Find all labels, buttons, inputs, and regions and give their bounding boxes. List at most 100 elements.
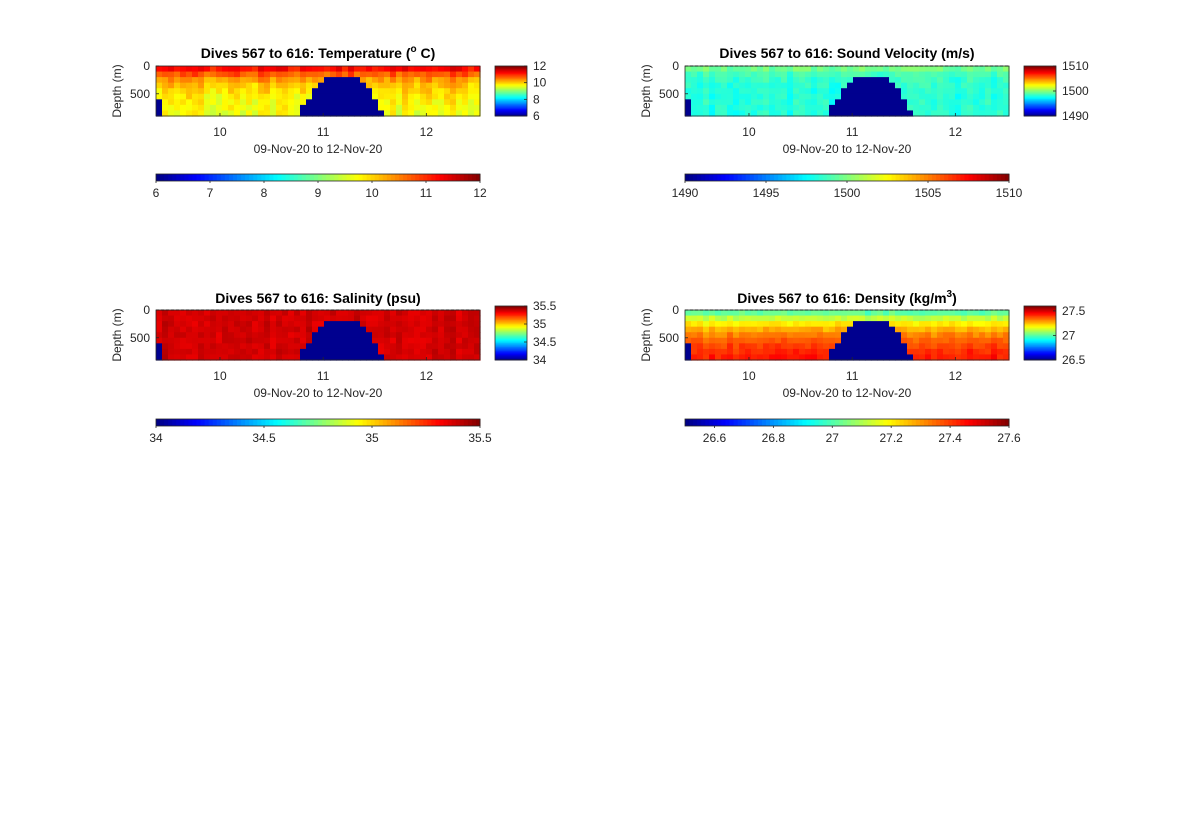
sound-velocity-side-colorbar-label: 1510 [1062, 59, 1089, 73]
density-bottom-colorbar-label: 27.4 [938, 431, 962, 445]
temperature-heatmap-cell [282, 82, 289, 89]
sound-velocity-heatmap-cell [691, 99, 698, 106]
salinity-heatmap-cell [204, 348, 211, 356]
temperature-heatmap-cell [264, 77, 271, 84]
salinity-heatmap-cell [420, 332, 427, 339]
sound-velocity-bottom-colorbar-segment [786, 174, 791, 181]
density-heatmap-cell [919, 354, 926, 361]
density-heatmap-cell [745, 321, 752, 328]
density-heatmap-cell [817, 354, 824, 361]
temperature-side-colorbar-segment [495, 77, 527, 79]
density-heatmap-cell [715, 337, 722, 344]
density-heatmap-cell [991, 332, 998, 339]
sound-velocity-heatmap-cell [853, 99, 860, 106]
density-bottom-colorbar-segment [689, 419, 694, 426]
sound-velocity-heatmap-cell [781, 82, 788, 89]
salinity-bottom-colorbar-segment [164, 419, 169, 426]
salinity-bottom-colorbar-segment [220, 419, 226, 426]
density-heatmap-cell [727, 332, 734, 339]
sound-velocity-bottom-colorbar-segment [729, 174, 735, 181]
temperature-heatmap-cell [354, 77, 361, 84]
salinity-bottom-colorbar-segment [188, 419, 193, 426]
salinity-heatmap-cell [252, 337, 259, 344]
temperature-heatmap-cell [276, 82, 283, 89]
temperature-heatmap-cell [174, 82, 181, 89]
density-heatmap-cell [865, 326, 872, 333]
salinity-heatmap-cell [360, 337, 367, 344]
sound-velocity-side-colorbar-segment [1024, 93, 1056, 96]
salinity-heatmap-cell [300, 310, 307, 317]
salinity-bottom-colorbar-segment [415, 419, 420, 426]
density-heatmap-cell [925, 343, 932, 350]
salinity-bottom-colorbar-segment [431, 419, 436, 426]
density-bottom-colorbar-segment [802, 419, 807, 426]
temperature-heatmap-cell [450, 71, 457, 78]
temperature-ylabel: Depth (m) [110, 64, 124, 117]
sound-velocity-heatmap-cell [913, 104, 920, 112]
temperature-heatmap-cell [408, 77, 415, 84]
salinity-heatmap-cell [264, 354, 271, 361]
temperature-heatmap-cell [162, 99, 169, 106]
temperature-heatmap-cell [246, 93, 253, 100]
density-heatmap-cell [721, 326, 728, 333]
temperature-heatmap-cell [474, 82, 481, 89]
temperature-bottom-colorbar-segment [447, 174, 453, 181]
sound-velocity-heatmap-cell [751, 99, 758, 106]
temperature-heatmap-cell [180, 104, 187, 112]
sound-velocity-side-colorbar-segment [1024, 87, 1056, 89]
salinity-heatmap-cell [294, 310, 301, 317]
density-heatmap-cell [829, 321, 836, 328]
sound-velocity-side-colorbar-segment [1024, 104, 1056, 107]
sound-velocity-axes-frame [684, 65, 1010, 117]
temperature-bottom-colorbar-segment [265, 174, 270, 181]
density-heatmap-cell [757, 310, 764, 317]
temperature-bottom-colorbar-segment [269, 174, 274, 181]
temperature-heatmap-cell [444, 99, 451, 106]
density-heatmap-cell [901, 332, 908, 339]
temperature-heatmap-cell [330, 88, 337, 95]
sound-velocity-heatmap-cell [757, 66, 764, 73]
density-heatmap-cell [931, 326, 938, 333]
temperature-bottom-colorbar-segment [403, 174, 408, 181]
sound-velocity-heatmap-cell [799, 71, 806, 78]
sound-velocity-heatmap-cell [961, 99, 968, 106]
density-heatmap-cell [973, 343, 980, 350]
sound-velocity-heatmap-cell [697, 93, 704, 100]
salinity-heatmap-cell [192, 337, 199, 344]
density-heatmap-cell [865, 321, 872, 328]
sound-velocity-heatmap-cell [955, 77, 962, 84]
salinity-heatmap-cell [294, 321, 301, 328]
temperature-heatmap-cell [186, 82, 193, 89]
temperature-heatmap-cell [276, 104, 283, 112]
density-heatmap-cell [703, 343, 710, 350]
temperature-heatmap-cell [402, 66, 409, 73]
salinity-heatmap-cell [444, 332, 451, 339]
density-side-colorbar-segment [1024, 334, 1056, 337]
salinity-bottom-colorbar-segment [277, 419, 283, 426]
sound-velocity-heatmap-cell [829, 88, 836, 95]
density-bottom-colorbar-segment [701, 419, 706, 426]
sound-velocity-heatmap-cell [685, 104, 692, 112]
density-heatmap-cell [973, 337, 980, 344]
temperature-side-colorbar-segment [495, 79, 527, 82]
salinity-heatmap-cell [288, 332, 295, 339]
sound-velocity-heatmap-cell [817, 88, 824, 95]
salinity-heatmap-cell [384, 321, 391, 328]
temperature-heatmap-cell [276, 77, 283, 84]
temperature-heatmap-cell [366, 110, 373, 117]
density-heatmap-cell [979, 354, 986, 361]
salinity-heatmap-cell [414, 354, 421, 361]
temperature-heatmap-cell [204, 110, 211, 117]
temperature-side-colorbar-segment [495, 72, 527, 74]
salinity-bottom-colorbar-segment [346, 419, 351, 426]
density-heatmap-cell [805, 343, 812, 350]
sound-velocity-heatmap-cell [793, 71, 800, 78]
temperature-heatmap-cell [354, 88, 361, 95]
density-heatmap-cell [703, 354, 710, 361]
temperature-heatmap-cell [348, 110, 355, 117]
salinity-bottom-colorbar-segment [309, 419, 315, 426]
temperature-heatmap-cell [390, 110, 397, 117]
sound-velocity-axis-ticks [685, 65, 956, 116]
salinity-heatmap-cell [264, 348, 271, 356]
temperature-heatmap-cell [252, 110, 259, 117]
